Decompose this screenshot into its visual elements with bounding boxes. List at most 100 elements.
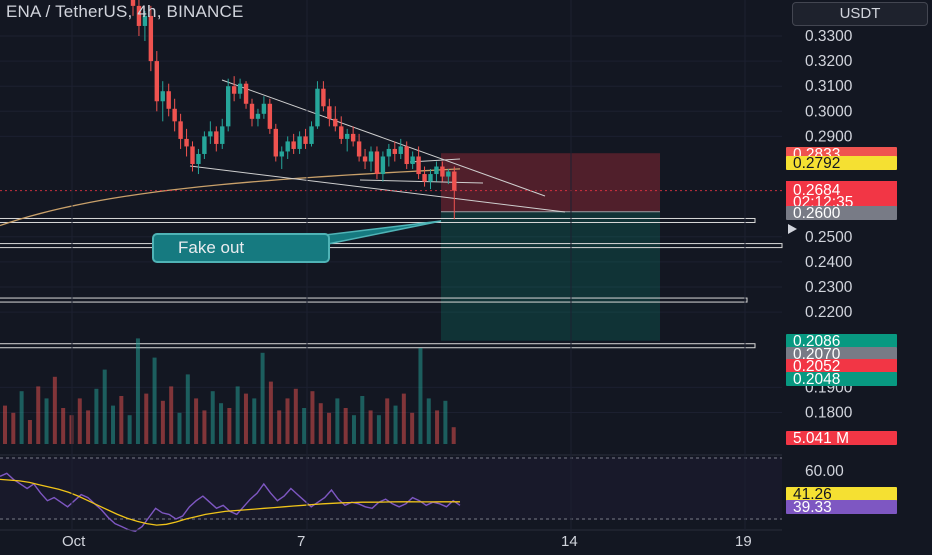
fake-out-callout[interactable]: Fake out xyxy=(152,233,330,263)
price-label: 0.2070 xyxy=(786,346,897,363)
volume-bar xyxy=(94,388,99,444)
x-tick-label: 19 xyxy=(735,533,752,550)
volume-bar xyxy=(235,386,240,444)
volume-bar xyxy=(368,410,373,444)
currency-button[interactable]: USDT xyxy=(792,2,928,26)
volume-bar xyxy=(343,408,348,444)
candle-body xyxy=(452,171,457,191)
candle-body xyxy=(321,88,326,107)
candle-body xyxy=(398,146,403,154)
candle-body xyxy=(303,136,308,144)
volume-bar xyxy=(210,391,215,444)
candle-body xyxy=(392,148,397,154)
volume-bar xyxy=(401,393,406,444)
price-label-box xyxy=(786,372,897,386)
rsi-tick-label: 60.00 xyxy=(805,463,844,480)
volume-label: 5.041 M xyxy=(786,430,897,447)
volume-bar xyxy=(177,412,182,444)
candle-body xyxy=(196,153,201,165)
y-tick-label: 0.2400 xyxy=(805,254,853,271)
volume-bar xyxy=(19,391,24,444)
volume-bar xyxy=(302,408,307,444)
candle-body xyxy=(136,5,142,26)
candle-body xyxy=(362,156,368,162)
volume-bar xyxy=(3,405,7,444)
volume-bar xyxy=(135,338,140,444)
support-zone xyxy=(0,243,783,249)
volume-bar xyxy=(144,393,149,444)
price-label-text: 0.2600 xyxy=(793,205,841,222)
y-tick-label: 0.3200 xyxy=(805,53,853,70)
candle-body xyxy=(416,156,421,175)
volume-bar xyxy=(86,410,91,444)
volume-bar xyxy=(185,374,190,444)
candle-body xyxy=(184,138,189,147)
rsi-value-label-box xyxy=(786,487,897,501)
volume-bar xyxy=(318,403,323,444)
y-tick-label: 0.2500 xyxy=(805,229,853,246)
volume-bar xyxy=(435,410,440,444)
price-label: 0.2052 xyxy=(786,358,897,375)
candle-body xyxy=(214,131,219,144)
current-price-box xyxy=(786,181,897,207)
candle-body xyxy=(220,126,225,144)
volume-bar xyxy=(335,398,340,444)
volume-bar xyxy=(160,400,165,444)
candle-body xyxy=(237,83,243,94)
volume-bar xyxy=(27,420,32,444)
rsi-band xyxy=(0,457,782,520)
candle-body xyxy=(297,136,302,149)
volume-bar xyxy=(268,381,273,444)
volume-bar xyxy=(426,398,431,444)
candle-body xyxy=(350,133,356,142)
volume-bar xyxy=(327,412,332,444)
candle-body xyxy=(226,86,231,127)
candle-body xyxy=(160,91,165,102)
candle-body xyxy=(428,174,433,182)
y-tick-label: 0.2300 xyxy=(805,279,853,296)
volume-bar xyxy=(119,396,124,444)
price-label: 0.2792 xyxy=(786,155,897,172)
volume-bar xyxy=(11,412,16,444)
candle-body xyxy=(386,148,392,157)
volume-bar xyxy=(127,415,132,444)
price-label-box xyxy=(786,206,897,220)
y-tick-label: 0.2900 xyxy=(805,128,853,145)
volume-bar xyxy=(169,386,174,444)
price-label: 0.2086 xyxy=(786,333,897,350)
candle-body xyxy=(380,156,386,175)
candle-body xyxy=(404,146,409,165)
rsi-value-label-text: 39.33 xyxy=(793,499,832,516)
candle-body xyxy=(285,141,290,152)
rsi-ma-line xyxy=(0,478,460,526)
rsi-value-label: 39.33 xyxy=(786,499,897,516)
candle-body xyxy=(446,171,451,177)
candle-body xyxy=(368,151,374,162)
candle-body xyxy=(261,103,267,114)
lower-trendline xyxy=(189,165,566,213)
y-tick-label: 0.3300 xyxy=(805,28,853,45)
volume-bar xyxy=(111,405,116,444)
upper-trendline xyxy=(221,79,546,197)
volume-bar xyxy=(360,396,365,444)
price-label-text: 0.2086 xyxy=(793,333,840,350)
y-tick-label: 0.1800 xyxy=(805,405,853,422)
candle-body xyxy=(273,128,278,157)
rsi-value-label-box xyxy=(786,500,897,514)
candle-body xyxy=(291,141,296,149)
rsi-value-label-text: 41.26 xyxy=(793,486,832,503)
candle-body xyxy=(231,86,237,94)
volume-bar xyxy=(252,398,257,444)
candle-body xyxy=(249,103,255,119)
volume-bar xyxy=(69,415,74,444)
volume-bar xyxy=(102,369,107,444)
candle-body xyxy=(345,133,350,139)
volume-bar xyxy=(393,405,398,444)
volume-bar xyxy=(227,408,232,444)
volume-bar xyxy=(385,398,390,444)
volume-bar xyxy=(310,391,315,444)
candle-body xyxy=(255,113,261,119)
grid-lines xyxy=(0,35,782,413)
